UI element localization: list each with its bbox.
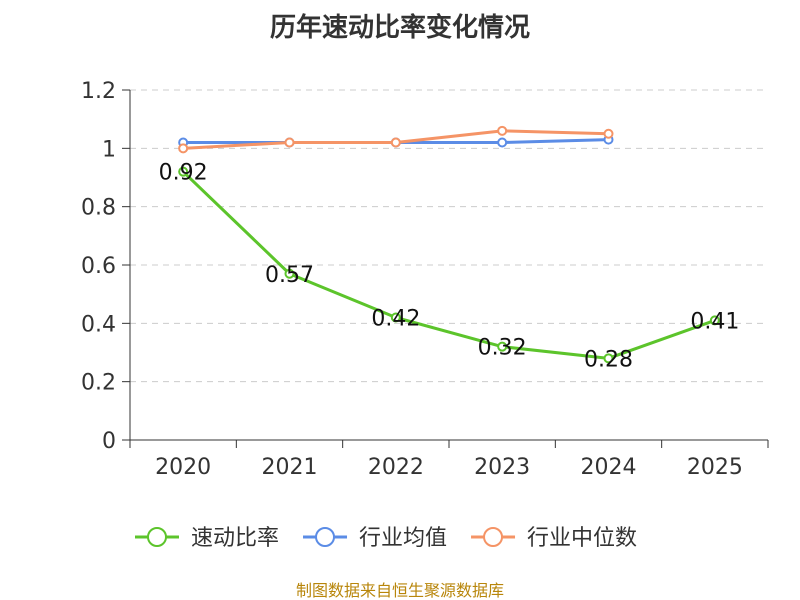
- y-tick-label-4: 0.8: [81, 196, 116, 221]
- x-axis-ticks: 2020 2021 2022 2023 2024 2025: [155, 455, 743, 480]
- y-tick-label-1: 0.2: [81, 371, 116, 396]
- y-tick-label-6: 1.2: [81, 79, 116, 104]
- y-tick-label-2: 0.4: [81, 312, 116, 337]
- point-0-2020: [178, 166, 189, 177]
- x-tick-label-2023: 2023: [474, 455, 530, 480]
- data-label-2023: 0.32: [478, 336, 527, 361]
- series-group: [178, 125, 720, 364]
- y-tick-label-5: 1: [102, 137, 116, 162]
- data-label-2024: 0.28: [584, 347, 633, 372]
- source-note: 制图数据来自恒生聚源数据库: [296, 581, 504, 600]
- data-label-2021: 0.57: [265, 263, 314, 288]
- point-2-2020: [178, 143, 189, 154]
- y-axis-ticks: 0 0.2 0.4 0.6 0.8 1 1.2: [81, 79, 116, 454]
- x-tick-label-2024: 2024: [581, 455, 637, 480]
- x-tick-label-2021: 2021: [262, 455, 318, 480]
- point-2-2021: [284, 137, 295, 148]
- point-2-2022: [390, 137, 401, 148]
- data-labels: 0.92 0.57 0.42 0.32 0.28 0.41: [159, 161, 740, 373]
- chart-title: 历年速动比率变化情况: [270, 12, 530, 43]
- x-tick-label-2022: 2022: [368, 455, 424, 480]
- gridlines: [130, 89, 768, 383]
- point-2-2024: [603, 128, 614, 139]
- point-0-2024: [603, 353, 614, 364]
- point-1-2023: [497, 137, 508, 148]
- x-tick-label-2020: 2020: [155, 455, 211, 480]
- point-0-2025: [709, 315, 720, 326]
- legend-label-2: 行业中位数: [527, 526, 637, 551]
- legend-marker-0: [147, 527, 167, 547]
- x-tick-label-2025: 2025: [687, 455, 743, 480]
- legend-marker-1: [315, 527, 336, 547]
- legend: 速动比率 行业均值 行业中位数: [135, 526, 637, 551]
- y-tick-label-3: 0.6: [81, 254, 116, 279]
- point-2-2023: [497, 125, 508, 136]
- data-label-2022: 0.42: [371, 307, 420, 332]
- y-tick-label-0: 0: [102, 429, 116, 454]
- legend-label-1: 行业均值: [359, 526, 447, 551]
- axes: [122, 89, 769, 448]
- legend-marker-2: [483, 527, 504, 547]
- series-line-0: [182, 170, 716, 360]
- data-label-2025: 0.41: [690, 309, 739, 334]
- point-0-2023: [497, 341, 508, 352]
- point-0-2022: [390, 312, 401, 323]
- legend-label-0: 速动比率: [191, 526, 279, 551]
- point-0-2021: [284, 268, 295, 279]
- data-label-2020: 0.92: [159, 161, 208, 186]
